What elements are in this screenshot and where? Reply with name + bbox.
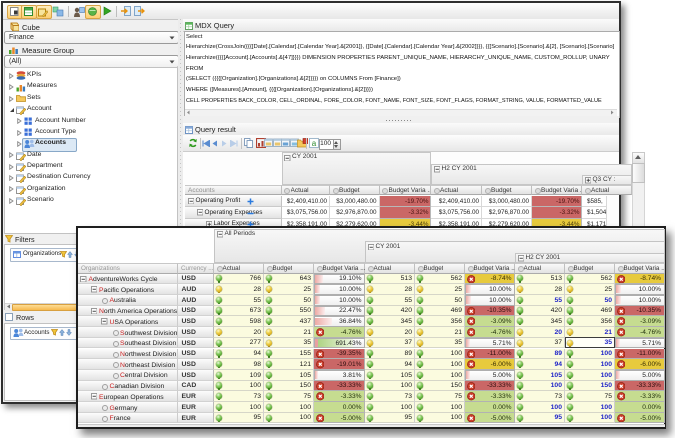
- svg-text:a: a: [312, 139, 317, 148]
